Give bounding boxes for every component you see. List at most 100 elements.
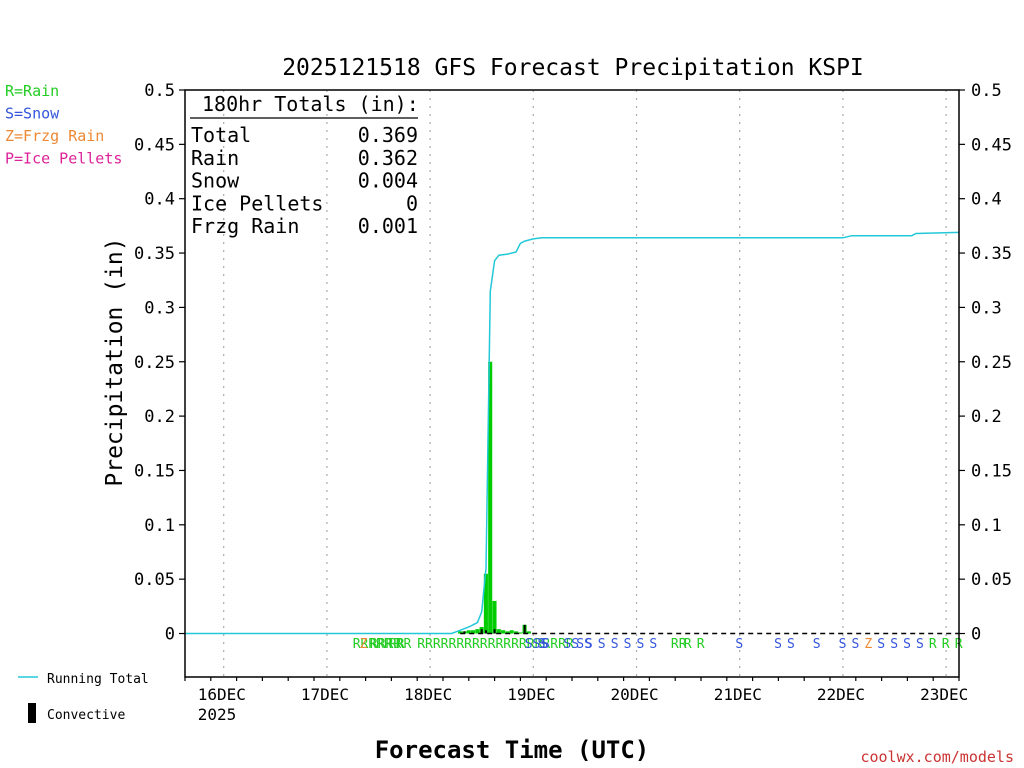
y-tick-label-left-2: 0.1	[144, 516, 175, 536]
ptype-marker-21: S	[774, 637, 782, 652]
precip-type-legend: R=Rain S=Snow Z=Frzg Rain P=Ice Pellets	[5, 82, 122, 168]
precip-bar-16	[526, 631, 531, 634]
ptype-marker-17: RR	[671, 637, 687, 652]
totals-row-name-4: Frzg Rain	[191, 214, 299, 238]
ptype-marker-14: S	[624, 637, 632, 652]
precip-bar-9	[496, 629, 501, 634]
x-tick-label-7: 23DEC	[920, 685, 968, 704]
x-tick-label-6: 22DEC	[817, 685, 865, 704]
x-tick-sublabel-0: 2025	[198, 705, 237, 724]
legend-label-running: Running Total	[47, 672, 149, 687]
ptype-marker-24: S	[839, 637, 847, 652]
precip-bar-13	[513, 631, 519, 634]
y-tick-label-left-0: 0	[165, 625, 175, 645]
y-tick-label-left-4: 0.2	[144, 407, 175, 427]
ptype-marker-8: S	[542, 637, 550, 652]
ptype-marker-1: Z	[360, 637, 368, 652]
precip-bar-4	[475, 629, 480, 634]
precip-bar-0	[458, 631, 463, 634]
ptype-marker-31: R	[929, 637, 937, 652]
y-tick-label-left-3: 0.15	[134, 461, 175, 481]
y-tick-label-left-1: 0.05	[134, 570, 175, 590]
ptype-marker-20: S	[735, 637, 743, 652]
ptype-marker-18: R	[684, 637, 692, 652]
precip-bar-8	[492, 600, 497, 634]
x-tick-label-5: 21DEC	[714, 685, 762, 704]
x-tick-label-4: 20DEC	[611, 685, 659, 704]
x-axis-label: Forecast Time (UTC)	[375, 736, 650, 764]
y-tick-label-left-9: 0.45	[134, 135, 175, 155]
ptype-marker-29: S	[903, 637, 911, 652]
legend-type-1: S=Snow	[5, 105, 60, 123]
credit-text: coolwx.com/models	[860, 748, 1014, 766]
ptype-marker-4: RR	[396, 637, 412, 652]
ptype-marker-23: S	[813, 637, 821, 652]
ptype-marker-15: S	[637, 637, 645, 652]
y-tick-label-right-2: 0.1	[971, 516, 1002, 536]
legend-type-2: Z=Frzg Rain	[5, 127, 104, 145]
y-tick-label-right-8: 0.4	[971, 190, 1002, 210]
precip-bars	[458, 361, 531, 634]
y-tick-label-right-0: 0	[971, 625, 981, 645]
ptype-marker-16: S	[649, 637, 657, 652]
y-tick-label-right-5: 0.25	[971, 353, 1012, 373]
x-tick-label-1: 17DEC	[301, 685, 349, 704]
precip-bar-7	[488, 361, 493, 634]
grid-lines	[223, 90, 947, 677]
convective-bar-4	[523, 624, 526, 634]
legend-type-0: R=Rain	[5, 82, 59, 100]
legend-swatch-convective	[28, 703, 36, 723]
precip-bar-3	[470, 630, 476, 634]
ptype-marker-13: S	[611, 637, 619, 652]
y-tick-label-right-3: 0.15	[971, 461, 1012, 481]
x-tick-label-3: 19DEC	[507, 685, 555, 704]
totals-row-value-3: 0	[406, 191, 418, 215]
precip-bar-2	[466, 630, 471, 634]
legend-type-3: P=Ice Pellets	[5, 150, 122, 168]
chart-title: 2025121518 GFS Forecast Precipitation KS…	[282, 55, 864, 81]
y-axis-label: Precipitation (in)	[102, 237, 128, 486]
convective-bar-2	[485, 630, 487, 634]
y-tick-label-right-4: 0.2	[971, 407, 1002, 427]
totals-row-value-4: 0.001	[358, 214, 418, 238]
totals-row-name-1: Rain	[191, 146, 239, 170]
totals-row-name-2: Snow	[191, 169, 240, 193]
y-axis-left: 0 0.05 0.1 0.15 0.2 0.25 0.3 0.35 0.4 0.45 0.5	[134, 81, 185, 645]
ptype-marker-27: S	[877, 637, 885, 652]
ptype-marker-2: RRRR	[370, 637, 401, 652]
ptype-marker-25: S	[852, 637, 860, 652]
y-tick-label-left-7: 0.35	[134, 244, 175, 264]
precip-bar-12	[509, 630, 514, 634]
ptype-marker-30: S	[916, 637, 924, 652]
precip-bar-6	[483, 573, 488, 634]
y-tick-label-right-1: 0.05	[971, 570, 1012, 590]
precip-bar-14	[518, 632, 523, 634]
ptype-marker-6: SSS	[525, 637, 548, 652]
y-tick-label-right-7: 0.35	[971, 244, 1012, 264]
convective-bar-1	[480, 629, 483, 634]
precip-bar-10	[501, 630, 506, 634]
ptype-marker-3: RR	[389, 637, 405, 652]
ptype-marker-0: RRRRR	[353, 637, 392, 652]
running-total-line	[185, 231, 960, 635]
y-tick-label-left-10: 0.5	[144, 81, 175, 101]
totals-row-value-1: 0.362	[358, 146, 418, 170]
y-tick-label-right-9: 0.45	[971, 135, 1012, 155]
totals-row-name-0: Total	[191, 123, 251, 147]
ptype-marker-7: S	[538, 637, 546, 652]
ptype-marker-19: R	[697, 637, 705, 652]
ptype-marker-10: SS	[576, 637, 592, 652]
convective-bar-0	[463, 631, 466, 634]
ptype-marker-22: S	[787, 637, 795, 652]
totals-header: 180hr Totals (in):	[202, 92, 419, 116]
precip-bar-11	[505, 631, 510, 634]
convective-bars	[463, 624, 526, 634]
series-legend: Running Total Convective	[18, 672, 149, 723]
ptype-marker-32: R	[942, 637, 950, 652]
totals-box: 180hr Totals (in): Total 0.369 Rain 0.362 Sn…	[190, 92, 419, 238]
x-tick-label-0: 16DEC	[198, 685, 246, 704]
y-tick-label-left-6: 0.3	[144, 298, 175, 318]
